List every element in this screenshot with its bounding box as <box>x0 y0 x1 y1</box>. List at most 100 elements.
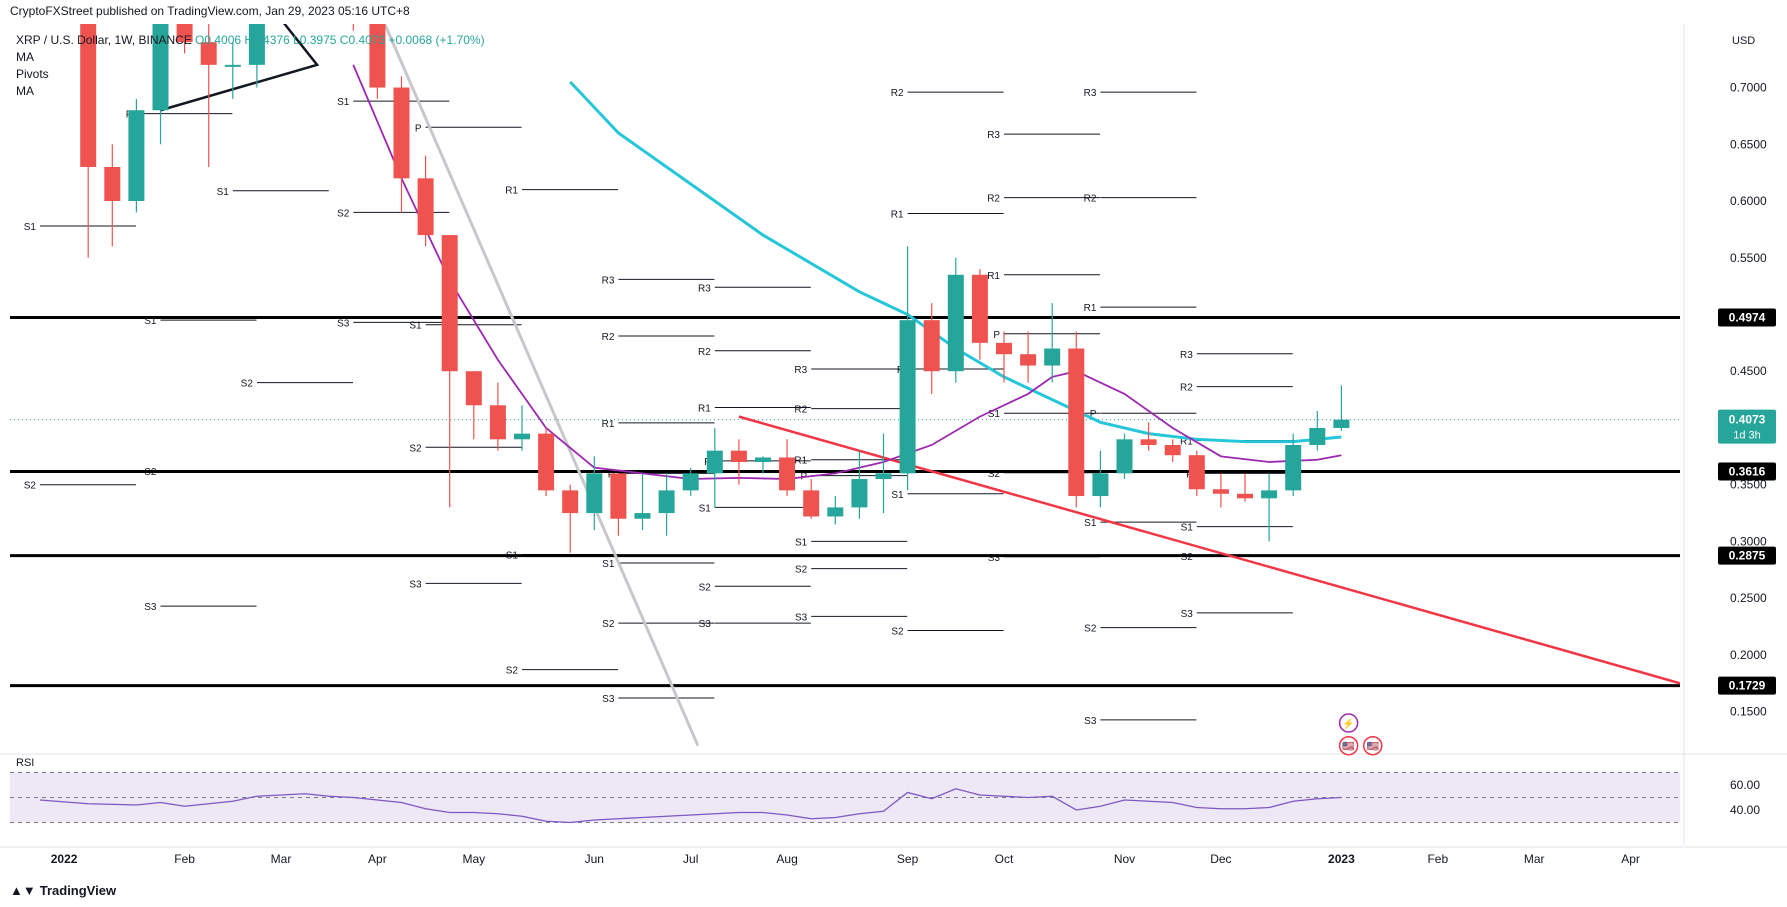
indicator-ma-2[interactable]: MA <box>16 84 34 98</box>
time-tick-label: May <box>462 852 485 866</box>
candle <box>971 269 988 360</box>
pivot-level: S1 <box>409 321 522 332</box>
price-label: 0.1729 <box>1729 679 1766 693</box>
pivot-level: S3 <box>1181 609 1293 620</box>
pivot-level: S2 <box>699 582 811 593</box>
pivot-level: R2 <box>794 405 908 416</box>
candle <box>827 496 844 525</box>
price-tick-label: 0.7000 <box>1730 81 1767 95</box>
pivot-label: S1 <box>337 97 350 108</box>
pivot-level: R1 <box>602 419 715 430</box>
pivot-label: S1 <box>699 503 712 514</box>
candle <box>1237 473 1253 502</box>
pivot-label: S2 <box>24 481 37 492</box>
candle <box>1020 331 1037 383</box>
candle-body <box>682 473 699 491</box>
pivot-label: S2 <box>988 469 1001 480</box>
price-label-box <box>1718 676 1776 695</box>
candle <box>441 235 458 508</box>
event-marker-circle <box>1338 735 1359 756</box>
pivot-label: S1 <box>217 187 230 198</box>
symbol-label[interactable]: XRP / U.S. Dollar, 1W, BINANCE <box>16 33 192 47</box>
pivot-label: R3 <box>987 130 1000 141</box>
candle-body <box>465 371 482 406</box>
price-axis[interactable]: USD0.70000.65000.60000.55000.45000.35000… <box>1718 35 1776 719</box>
legend[interactable]: XRP / U.S. Dollar, 1W, BINANCE O0.4006 H… <box>16 33 485 98</box>
price-tick-label: 0.3000 <box>1730 534 1767 548</box>
pivot-label: P <box>415 123 422 134</box>
candle-body <box>1140 439 1157 445</box>
rsi-tick-label: 40.00 <box>1730 803 1760 817</box>
pivot-label: S2 <box>1181 552 1194 563</box>
candle-body <box>489 405 506 440</box>
price-label-box <box>1718 546 1776 565</box>
candle-body <box>562 490 579 514</box>
time-tick-label: Mar <box>1524 852 1545 866</box>
candle <box>176 24 193 54</box>
candle <box>779 439 796 497</box>
price-label: 0.2875 <box>1729 549 1766 563</box>
candle-body <box>610 473 627 519</box>
pivot-label: R2 <box>891 88 904 99</box>
event-marker-circle <box>1338 713 1359 733</box>
candle <box>104 144 121 247</box>
rsi-tick-label: 60.00 <box>1730 778 1760 792</box>
pivot-level: P <box>1090 409 1197 420</box>
pivot-level: R1 <box>1084 303 1197 314</box>
price-tick-label: 0.2500 <box>1730 591 1767 605</box>
triangle-drawing <box>160 24 320 112</box>
candle-body <box>224 64 241 67</box>
candle <box>393 76 410 213</box>
candle <box>80 24 97 258</box>
candle-body <box>514 433 530 440</box>
pivot-level: R2 <box>602 332 715 343</box>
time-tick-label: Dec <box>1210 852 1231 866</box>
pivot-level: S1 <box>24 222 136 233</box>
pivot-level: R3 <box>698 283 811 294</box>
candle-body <box>996 342 1012 355</box>
pivot-level: S2 <box>506 666 618 677</box>
events-layer[interactable]: ⚡ 🇺🇸 🇺🇸 <box>1338 713 1383 756</box>
pivot-label: R3 <box>1180 350 1193 361</box>
candle <box>875 433 892 514</box>
pivot-label: R1 <box>794 456 807 467</box>
price-label: 0.3616 <box>1729 465 1766 479</box>
candle <box>947 257 964 383</box>
candle <box>996 331 1012 383</box>
candle <box>803 479 820 519</box>
pivot-label: S2 <box>795 565 808 576</box>
candle-body <box>1116 439 1133 474</box>
pivot-level: R2 <box>698 347 811 358</box>
pivot-level: S1 <box>144 316 257 327</box>
candle-body <box>104 166 121 202</box>
pivot-label: S1 <box>988 409 1001 420</box>
time-tick-label: Jul <box>683 852 698 866</box>
candle-body <box>827 507 844 517</box>
descending-trendline <box>738 415 1680 685</box>
pivot-level: R2 <box>891 88 1004 99</box>
candle-body <box>1261 490 1278 499</box>
tradingview-logo[interactable]: ▲▼ TradingView <box>10 883 116 898</box>
candle <box>1116 433 1133 480</box>
pivot-level: S2 <box>795 565 908 576</box>
pivot-level: R1 <box>505 186 618 197</box>
pivot-level: R2 <box>1180 383 1293 394</box>
event-marker: ⚡ <box>1338 713 1359 733</box>
pivot-level: S1 <box>891 490 1004 501</box>
pivot-label: S2 <box>602 619 615 630</box>
price-tick-label: 0.2000 <box>1730 648 1767 662</box>
pivot-label: S3 <box>144 602 157 613</box>
indicator-ma-1[interactable]: MA <box>16 50 34 64</box>
pivot-label: S3 <box>1084 716 1097 727</box>
time-axis[interactable]: 2022 Feb Mar Apr May Jun Jul Aug Sep Oct Nov Dec 202… <box>51 852 1640 866</box>
support-resistance-layer <box>10 315 1680 688</box>
price-tick-label: 0.6500 <box>1730 137 1767 151</box>
candle <box>1285 433 1302 497</box>
steep-trendline <box>383 24 700 747</box>
time-tick-label: Feb <box>174 852 195 866</box>
pivot-label: R3 <box>698 283 711 294</box>
indicator-pivots[interactable]: Pivots <box>16 67 49 81</box>
candle-body <box>851 479 868 508</box>
rsi-label: RSI <box>16 757 34 769</box>
